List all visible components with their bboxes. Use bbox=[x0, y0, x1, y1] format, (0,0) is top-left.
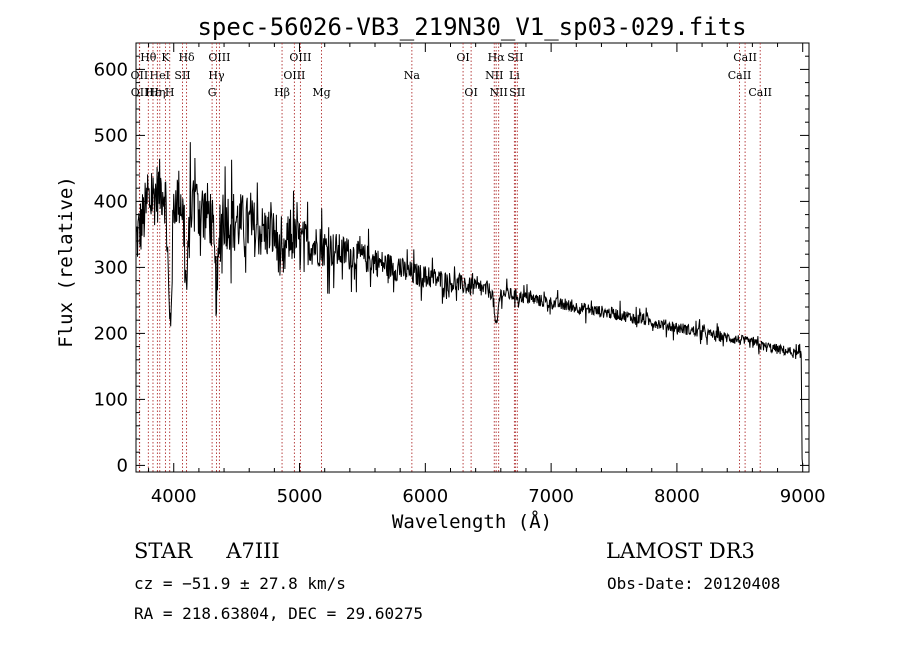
y-tick-label: 0 bbox=[117, 455, 128, 476]
observation-date: Obs-Date: 20120408 bbox=[607, 574, 781, 593]
line-marker-label: Hα bbox=[488, 51, 506, 64]
line-marker-label: CaII bbox=[728, 69, 752, 82]
chart-title: spec-56026-VB3_219N30_V1_sp03-029.fits bbox=[197, 13, 746, 41]
y-tick-label: 100 bbox=[94, 389, 128, 410]
line-marker-label: Li bbox=[509, 69, 520, 82]
line-marker-label: Hδ bbox=[178, 51, 195, 64]
y-axis: 0 100 200 300 400 500 600 bbox=[94, 55, 809, 476]
line-marker-label: OIII bbox=[289, 51, 311, 64]
ra-dec-coordinates: RA = 218.63804, DEC = 29.60275 bbox=[134, 604, 423, 623]
line-marker-label: Hη bbox=[149, 86, 165, 99]
line-marker-label: HeI bbox=[150, 69, 170, 82]
x-axis-label: Wavelength (Å) bbox=[392, 510, 552, 533]
y-tick-label: 400 bbox=[94, 191, 128, 212]
y-tick-label: 200 bbox=[94, 323, 128, 344]
line-marker-label: Hβ bbox=[274, 86, 290, 99]
line-marker-label: Mg bbox=[312, 86, 330, 99]
line-marker-label: Hθ bbox=[140, 51, 157, 64]
line-marker-label: OII bbox=[131, 86, 149, 99]
line-marker-label: CaII bbox=[733, 51, 757, 64]
plot-frame bbox=[135, 42, 810, 473]
line-marker-label: OI bbox=[464, 86, 477, 99]
line-marker-label: CaII bbox=[748, 86, 772, 99]
redshift-cz: cz = −51.9 ± 27.8 km/s bbox=[134, 574, 346, 593]
x-tick-label: 7000 bbox=[528, 486, 574, 507]
y-tick-label: 600 bbox=[94, 59, 128, 80]
spectrum-line bbox=[135, 142, 804, 466]
x-tick-label: 9000 bbox=[780, 486, 826, 507]
line-marker-label: G bbox=[208, 86, 217, 99]
x-tick-label: 8000 bbox=[654, 486, 700, 507]
line-marker-label: Na bbox=[404, 69, 421, 82]
line-marker-label: NII bbox=[490, 86, 508, 99]
y-axis-label: Flux (relative) bbox=[55, 176, 77, 348]
object-class: STAR bbox=[134, 539, 193, 563]
x-axis: 4000 5000 6000 7000 8000 9000 bbox=[148, 43, 826, 507]
survey-name: LAMOST DR3 bbox=[606, 539, 755, 563]
line-marker-label: H bbox=[165, 86, 175, 99]
line-marker-label: OIII bbox=[283, 69, 305, 82]
object-subclass: A7III bbox=[226, 539, 280, 563]
spectral-class: STAR A7III bbox=[134, 539, 280, 563]
line-marker-label: SII bbox=[174, 69, 190, 82]
x-tick-label: 4000 bbox=[151, 486, 197, 507]
line-marker-label: SII bbox=[507, 51, 523, 64]
y-tick-label: 500 bbox=[94, 125, 128, 146]
line-marker-label: OI bbox=[456, 51, 469, 64]
x-tick-label: 5000 bbox=[277, 486, 323, 507]
y-tick-label: 300 bbox=[94, 257, 128, 278]
line-marker-label: OIII bbox=[208, 51, 230, 64]
line-marker-label: K bbox=[161, 51, 170, 64]
line-marker-label: NII bbox=[485, 69, 503, 82]
x-tick-label: 6000 bbox=[402, 486, 448, 507]
line-marker-label: Hγ bbox=[208, 69, 225, 82]
line-marker-label: SII bbox=[509, 86, 525, 99]
